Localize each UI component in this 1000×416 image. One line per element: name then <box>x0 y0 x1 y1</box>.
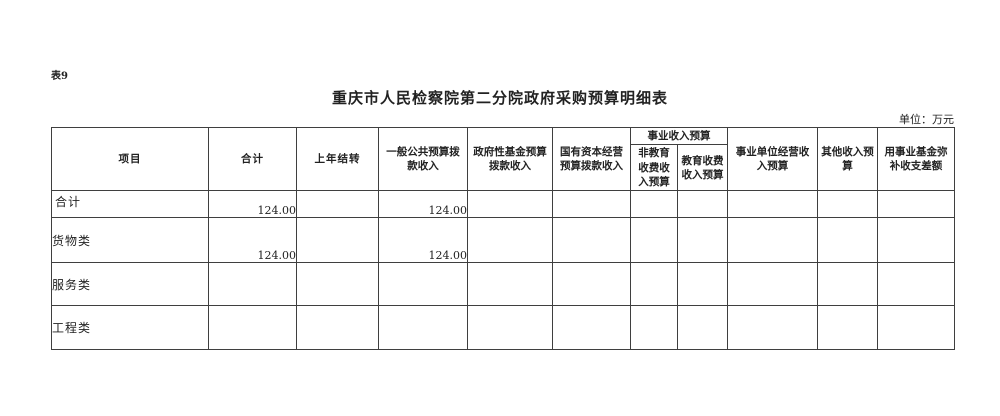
cell-state-capital <box>552 262 631 307</box>
cell-gov-fund <box>467 262 553 307</box>
cell-general-public: 124.00 <box>378 217 468 264</box>
cell-state-capital <box>552 190 631 219</box>
col-header-general-public-budget: 一般公共预算拨款收入 <box>378 126 468 192</box>
procurement-budget-table: 项目 合计 上年结转 一般公共预算拨款收入 政府性基金预算拨款收入 国有资本经营… <box>51 126 955 351</box>
cell-education-fee <box>677 190 728 219</box>
row-label: 工程类 <box>51 305 209 351</box>
cell-non-education-fee <box>630 262 678 307</box>
col-header-other-income: 其他收入预算 <box>817 126 878 192</box>
cell-other-income <box>817 217 878 264</box>
cell-total <box>208 305 297 351</box>
cell-state-capital <box>552 217 631 264</box>
cell-institution-operating <box>727 217 818 264</box>
col-header-carryover: 上年结转 <box>296 126 379 192</box>
table-row-goods: 货物类 124.00 124.00 <box>51 217 955 264</box>
cell-other-income <box>817 190 878 219</box>
cell-gov-fund <box>467 190 553 219</box>
table-number-label: 表9 <box>51 71 68 82</box>
cell-total <box>208 262 297 307</box>
cell-gov-fund <box>467 217 553 264</box>
cell-institution-operating <box>727 305 818 351</box>
cell-institution-operating <box>727 262 818 307</box>
cell-non-education-fee <box>630 217 678 264</box>
cell-general-public: 124.00 <box>378 190 468 219</box>
cell-institution-operating <box>727 190 818 219</box>
cell-fund-balance <box>877 190 955 219</box>
header-row-sub: 非教育收费收入预算 教育收费收入预算 <box>52 144 955 192</box>
cell-education-fee <box>677 217 728 264</box>
cell-general-public <box>378 262 468 307</box>
cell-fund-balance <box>877 305 955 351</box>
col-header-education-fee: 教育收费收入预算 <box>677 144 728 192</box>
col-header-business-income-group: 事业收入预算 <box>630 126 728 146</box>
row-label: 合计 <box>51 190 209 219</box>
row-label: 货物类 <box>51 217 209 264</box>
cell-fund-balance <box>877 262 955 307</box>
cell-other-income <box>817 305 878 351</box>
cell-other-income <box>817 262 878 307</box>
cell-carryover <box>296 262 379 307</box>
page-title: 重庆市人民检察院第二分院政府采购预算明细表 <box>331 89 668 107</box>
cell-gov-fund <box>467 305 553 351</box>
cell-education-fee <box>677 305 728 351</box>
col-header-gov-fund-budget: 政府性基金预算拨款收入 <box>467 126 553 192</box>
col-header-total: 合计 <box>208 126 297 192</box>
table-row-works: 工程类 <box>51 305 955 351</box>
cell-non-education-fee <box>630 190 678 219</box>
cell-carryover <box>296 217 379 264</box>
table-row-services: 服务类 <box>51 262 955 307</box>
header-row-group: 项目 合计 上年结转 一般公共预算拨款收入 政府性基金预算拨款收入 国有资本经营… <box>51 126 955 192</box>
cell-general-public <box>378 305 468 351</box>
cell-total: 124.00 <box>208 190 297 219</box>
cell-total: 124.00 <box>208 217 297 264</box>
cell-state-capital <box>552 305 631 351</box>
cell-carryover <box>296 190 379 219</box>
col-header-non-education-fee: 非教育收费收入预算 <box>630 144 678 192</box>
cell-education-fee <box>677 262 728 307</box>
cell-non-education-fee <box>630 305 678 351</box>
cell-fund-balance <box>877 217 955 264</box>
unit-note: 单位：万元 <box>899 113 954 126</box>
col-header-institution-operating: 事业单位经营收入预算 <box>727 126 818 192</box>
col-header-item: 项目 <box>51 126 209 192</box>
col-header-state-capital-budget: 国有资本经营预算拨款收入 <box>552 126 631 192</box>
col-header-fund-balance: 用事业基金弥补收支差额 <box>877 126 955 192</box>
row-label: 服务类 <box>51 262 209 307</box>
table-row-total: 合计 124.00 124.00 <box>51 190 955 219</box>
cell-carryover <box>296 305 379 351</box>
